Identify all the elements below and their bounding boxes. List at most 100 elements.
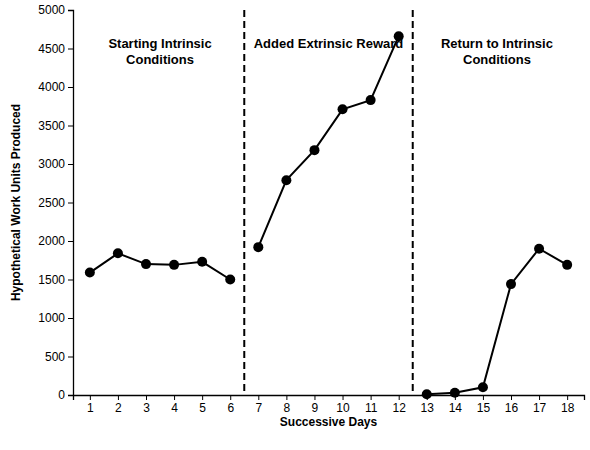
y-tick: 2500: [38, 196, 73, 210]
data-point: [422, 389, 432, 399]
data-point: [281, 175, 291, 185]
data-point: [450, 388, 460, 398]
x-tick: 10: [336, 395, 350, 415]
y-tick: 3000: [38, 157, 73, 171]
y-tick-label: 3500: [38, 119, 65, 133]
data-point: [506, 279, 516, 289]
x-tick: 14: [449, 395, 463, 415]
y-tick: 1000: [38, 311, 73, 325]
x-tick-label: 16: [505, 401, 519, 415]
y-tick-label: 500: [45, 350, 65, 364]
data-point: [309, 145, 319, 155]
y-tick: 4500: [38, 42, 73, 56]
y-tick-label: 3000: [38, 157, 65, 171]
data-point: [338, 104, 348, 114]
x-tick-label: 9: [312, 401, 319, 415]
y-tick: 1500: [38, 273, 73, 287]
y-tick-mark: [68, 126, 73, 127]
x-tick-mark: [90, 395, 91, 400]
x-tick: 18: [561, 395, 575, 415]
x-tick-label: 11: [365, 401, 378, 415]
y-tick-mark: [68, 357, 73, 358]
x-tick: 8: [284, 395, 291, 415]
x-tick-mark: [286, 395, 287, 400]
x-tick-label: 15: [477, 401, 491, 415]
x-tick: 6: [227, 395, 234, 415]
x-tick: 1: [87, 395, 94, 415]
x-tick-mark: [230, 395, 231, 400]
x-tick-label: 18: [561, 401, 575, 415]
y-tick-label: 4500: [38, 42, 65, 56]
x-tick-label: 14: [449, 401, 463, 415]
x-tick-mark: [399, 395, 400, 400]
data-point: [169, 260, 179, 270]
data: [85, 31, 572, 399]
x-tick-mark: [567, 395, 568, 400]
data-point: [253, 242, 263, 252]
y-tick-mark: [68, 318, 73, 319]
x-tick-mark: [314, 395, 315, 400]
phase-label-line: Added Extrinsic Reward: [254, 36, 404, 51]
data-point: [197, 257, 207, 267]
y-tick-mark: [68, 10, 73, 11]
phase-label-line: Conditions: [463, 52, 531, 67]
y-tick: 3500: [38, 119, 73, 133]
x-axis: 123456789101112131415161718: [74, 395, 585, 415]
x-tick-label: 8: [284, 401, 291, 415]
x-tick-mark: [539, 395, 540, 400]
phase-divider: [243, 10, 245, 395]
x-tick-label: 7: [255, 401, 262, 415]
x-tick-label: 5: [199, 401, 206, 415]
y-tick-label: 1000: [38, 311, 65, 325]
y-tick-label: 4000: [38, 80, 65, 94]
y-axis: 0500100015002000250030003500400045005000: [38, 3, 73, 402]
y-tick: 0: [58, 388, 73, 402]
x-tick: 11: [365, 395, 378, 415]
plot: 0500100015002000250030003500400045005000…: [38, 3, 584, 414]
phase-label-line: Starting Intrinsic: [108, 36, 211, 51]
data-point: [225, 275, 235, 285]
x-tick-mark: [174, 395, 175, 400]
y-axis-title: Hypothetical Work Units Produced: [9, 104, 23, 301]
x-tick-label: 17: [533, 401, 547, 415]
x-tick-label: 2: [115, 401, 122, 415]
y-tick-label: 1500: [38, 273, 65, 287]
x-tick: 15: [477, 395, 491, 415]
series-line: [90, 253, 230, 279]
y-tick-mark: [68, 87, 73, 88]
phase-divider: [412, 10, 414, 395]
y-tick-label: 0: [58, 388, 65, 402]
x-tick-label: 6: [227, 401, 234, 415]
x-tick-label: 13: [421, 401, 435, 415]
x-tick-label: 10: [336, 401, 350, 415]
data-point: [141, 259, 151, 269]
series-line: [258, 36, 398, 247]
data-point: [113, 248, 123, 258]
data-point: [478, 382, 488, 392]
x-tick-label: 12: [393, 401, 407, 415]
x-axis-line: [74, 396, 585, 401]
data-point: [394, 31, 404, 41]
x-tick-mark: [146, 395, 147, 400]
x-tick-mark: [343, 395, 344, 400]
x-tick-mark: [202, 395, 203, 400]
x-tick-mark: [483, 395, 484, 400]
x-tick-mark: [118, 395, 119, 400]
y-tick-mark: [68, 203, 73, 204]
phase-label-line: Conditions: [126, 52, 194, 67]
y-tick-mark: [68, 280, 73, 281]
y-tick-mark: [68, 241, 73, 242]
x-tick: 5: [199, 395, 206, 415]
x-tick: 7: [255, 395, 262, 415]
y-tick: 5000: [38, 3, 73, 17]
x-tick-label: 3: [143, 401, 150, 415]
x-axis-title: Successive Days: [280, 415, 378, 429]
dividers: [244, 10, 412, 395]
x-tick: 12: [393, 395, 407, 415]
y-tick-label: 5000: [38, 3, 65, 17]
y-tick-label: 2500: [38, 196, 65, 210]
data-point: [366, 95, 376, 105]
data-point: [85, 268, 95, 278]
y-tick: 4000: [38, 80, 73, 94]
x-tick: 16: [505, 395, 519, 415]
